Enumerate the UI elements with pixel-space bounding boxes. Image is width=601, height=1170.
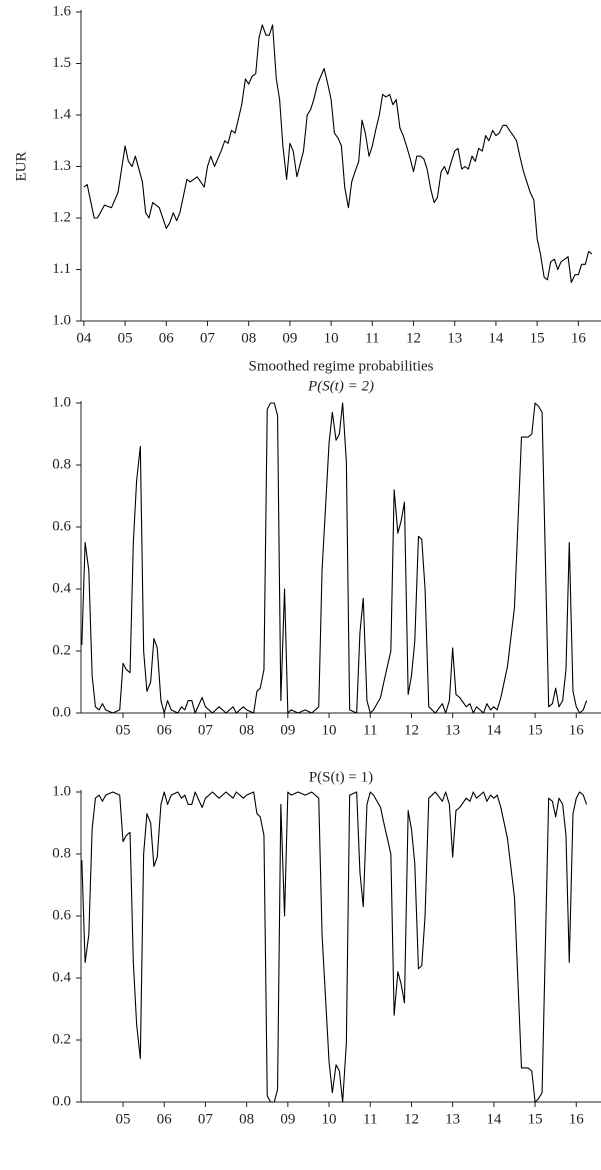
x-tick-label: 08 <box>239 1111 254 1127</box>
x-tick-label: 06 <box>159 330 175 346</box>
y-axis-label: EUR <box>13 152 29 182</box>
x-tick-label: 10 <box>322 1111 337 1127</box>
x-tick-label: 15 <box>530 330 545 346</box>
x-tick-label: 13 <box>445 1111 460 1127</box>
x-tick-label: 05 <box>116 722 131 738</box>
y-tick-label: 1.5 <box>52 55 71 71</box>
x-tick-label: 11 <box>363 722 377 738</box>
data-line <box>81 402 588 714</box>
x-tick-label: 15 <box>528 1111 543 1127</box>
x-tick-label: 11 <box>365 330 379 346</box>
y-tick-label: 0.0 <box>52 704 71 720</box>
x-tick-label: 10 <box>324 330 339 346</box>
panel-subtitle: P(S(t) = 2) <box>307 378 374 394</box>
x-tick-label: 13 <box>447 330 462 346</box>
x-tick-label: 08 <box>241 330 256 346</box>
x-tick-label: 06 <box>157 1111 173 1127</box>
y-tick-label: 1.6 <box>52 3 71 19</box>
y-tick-label: 0.2 <box>52 1031 71 1047</box>
data-line <box>83 24 593 283</box>
x-tick-label: 12 <box>404 722 419 738</box>
y-tick-label: 1.0 <box>52 312 71 328</box>
x-tick-label: 09 <box>282 330 297 346</box>
x-tick-label: 10 <box>322 722 337 738</box>
x-tick-label: 14 <box>486 722 502 738</box>
x-tick-label: 16 <box>571 330 587 346</box>
y-tick-label: 1.2 <box>52 209 71 225</box>
y-tick-label: 1.0 <box>52 394 71 410</box>
x-tick-label: 04 <box>76 330 92 346</box>
x-tick-label: 05 <box>118 330 133 346</box>
x-tick-label: 16 <box>569 722 585 738</box>
panel-title: P(S(t) = 1) <box>309 769 373 785</box>
x-tick-label: 15 <box>528 722 543 738</box>
y-tick-label: 0.6 <box>52 518 71 534</box>
x-tick-label: 12 <box>404 1111 419 1127</box>
panel-title: Smoothed regime probabilities <box>249 358 434 374</box>
x-tick-label: 11 <box>363 1111 377 1127</box>
x-tick-label: 09 <box>280 1111 295 1127</box>
x-tick-label: 07 <box>200 330 216 346</box>
y-tick-label: 0.0 <box>52 1093 71 1109</box>
x-tick-label: 06 <box>157 722 173 738</box>
x-tick-label: 07 <box>198 1111 214 1127</box>
y-tick-label: 0.4 <box>52 580 71 596</box>
y-tick-label: 1.0 <box>52 783 71 799</box>
y-tick-label: 1.3 <box>52 158 71 174</box>
y-tick-label: 1.1 <box>52 261 71 277</box>
x-tick-label: 13 <box>445 722 460 738</box>
y-tick-label: 0.8 <box>52 845 71 861</box>
y-tick-label: 1.4 <box>52 106 71 122</box>
x-tick-label: 08 <box>239 722 254 738</box>
y-tick-label: 0.4 <box>52 969 71 985</box>
y-tick-label: 0.2 <box>52 642 71 658</box>
data-line <box>81 791 588 1103</box>
x-tick-label: 14 <box>488 330 504 346</box>
x-tick-label: 12 <box>406 330 421 346</box>
x-tick-label: 14 <box>486 1111 502 1127</box>
y-tick-label: 0.8 <box>52 456 71 472</box>
x-tick-label: 05 <box>116 1111 131 1127</box>
y-tick-label: 0.6 <box>52 907 71 923</box>
x-tick-label: 07 <box>198 722 214 738</box>
x-tick-label: 09 <box>280 722 295 738</box>
x-tick-label: 16 <box>569 1111 585 1127</box>
